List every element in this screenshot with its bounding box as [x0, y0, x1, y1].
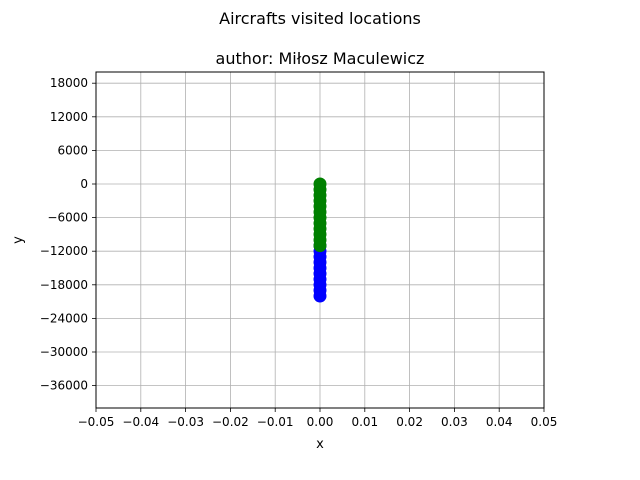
x-tick-label: 0.02	[396, 415, 423, 429]
x-tick-label: −0.03	[167, 415, 204, 429]
x-axis-label: x	[316, 437, 324, 452]
x-tick-label: −0.04	[122, 415, 159, 429]
y-tick-label: −6000	[47, 211, 88, 225]
x-tick-label: 0.00	[307, 415, 334, 429]
data-point-series-0	[313, 289, 327, 303]
y-tick-label: 6000	[57, 143, 88, 157]
y-tick-label: −24000	[40, 311, 88, 325]
x-axis-ticks: −0.05 −0.04 −0.03 −0.02 −0.01 0.00 0.01 0.02 0.0…	[78, 408, 558, 429]
y-axis-label: y	[11, 236, 26, 244]
y-tick-label: 0	[80, 177, 88, 191]
x-tick-label: 0.05	[531, 415, 558, 429]
y-tick-label: 18000	[50, 76, 88, 90]
chart-subtitle: author: Miłosz Maculewicz	[216, 49, 425, 68]
x-tick-label: −0.01	[257, 415, 294, 429]
y-tick-label: −36000	[40, 379, 88, 393]
y-tick-label: 12000	[50, 110, 88, 124]
y-tick-label: −18000	[40, 278, 88, 292]
x-tick-label: 0.01	[351, 415, 378, 429]
y-axis-ticks: 18000 12000 6000 0 −6000 −12000 −18000 −24000 −3…	[40, 76, 96, 393]
y-tick-label: −30000	[40, 345, 88, 359]
y-tick-label: −12000	[40, 244, 88, 258]
x-tick-label: 0.03	[441, 415, 468, 429]
data-points	[313, 177, 327, 303]
chart-title: Aircrafts visited locations	[219, 9, 421, 28]
data-point-series-1	[313, 239, 327, 253]
x-tick-label: −0.02	[212, 415, 249, 429]
x-tick-label: −0.05	[78, 415, 115, 429]
x-tick-label: 0.04	[486, 415, 513, 429]
